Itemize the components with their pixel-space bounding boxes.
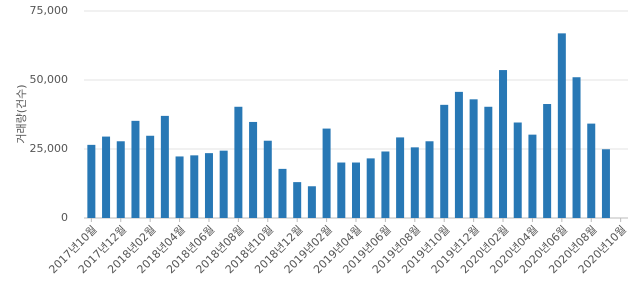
bar (322, 128, 331, 218)
bar (440, 104, 449, 218)
bar (557, 33, 566, 218)
bar (102, 136, 111, 218)
bar (204, 153, 213, 218)
bar (587, 123, 596, 218)
bar (293, 182, 302, 218)
bar (307, 186, 316, 218)
bar (410, 147, 419, 218)
bar (572, 77, 581, 219)
bar (499, 70, 508, 219)
y-tick-label: 75,000 (30, 4, 69, 17)
bar (219, 150, 228, 218)
bar (131, 120, 140, 218)
bar (513, 122, 522, 218)
bar (543, 104, 552, 218)
bar (366, 158, 375, 218)
bar (381, 151, 390, 218)
bar (601, 149, 610, 218)
bar (263, 140, 272, 218)
bar (528, 134, 537, 218)
bar (484, 106, 493, 218)
bar (454, 91, 463, 218)
bar (146, 135, 155, 218)
y-axis-label: 거래량(건수) (15, 84, 28, 143)
bar (352, 162, 360, 218)
bar (234, 106, 243, 218)
y-tick-label: 25,000 (30, 142, 69, 155)
bar (87, 144, 96, 218)
bar (337, 162, 346, 218)
bar (396, 137, 405, 218)
bar (425, 141, 434, 218)
bar (469, 99, 478, 218)
bar (116, 141, 125, 218)
bar (249, 121, 258, 218)
y-tick-label: 0 (61, 211, 68, 224)
bar (190, 155, 199, 218)
bar (175, 156, 184, 218)
bar (160, 115, 169, 218)
bar (278, 168, 287, 218)
y-tick-label: 50,000 (30, 73, 69, 86)
